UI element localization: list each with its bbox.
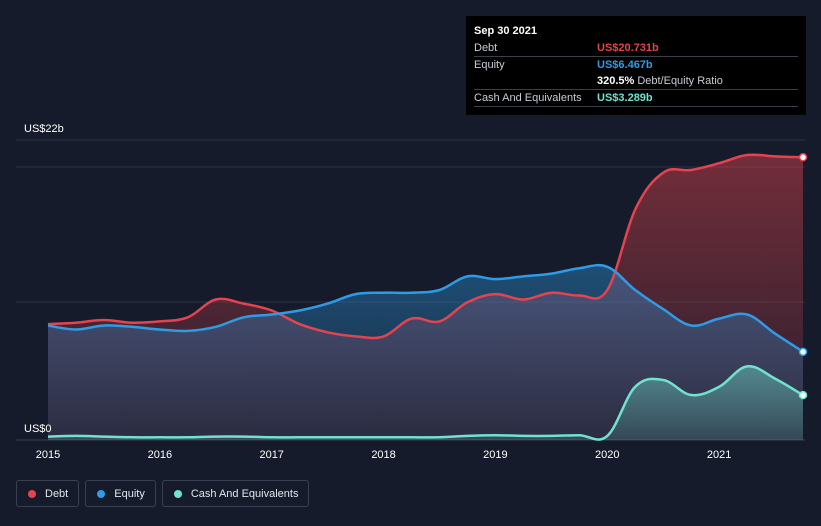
endpoint-cash — [798, 390, 808, 400]
area-equity — [48, 265, 803, 440]
y-axis-top-label: US$22b — [24, 123, 64, 135]
line-equity — [47, 263, 804, 353]
legend-item-cash[interactable]: Cash And Equivalents — [161, 480, 310, 507]
endpoint-debt — [798, 153, 808, 162]
legend-swatch-cash — [173, 489, 182, 498]
series-endpoints — [798, 153, 808, 400]
tooltip-value-debt: US$20.731b — [597, 42, 659, 54]
line-debt — [47, 153, 804, 340]
x-tick-label: 2019 — [483, 449, 507, 461]
line-cash — [47, 365, 804, 441]
legend-item-equity[interactable]: Equity — [85, 480, 156, 507]
x-tick-label: 2016 — [148, 449, 172, 461]
area-cash — [48, 366, 803, 440]
tooltip-date: Sep 30 2021 — [474, 25, 537, 37]
legend-swatch-equity — [97, 489, 106, 498]
series-areas — [48, 154, 803, 440]
tooltip-row-cash: Cash And Equivalents US$3.289b — [474, 89, 798, 106]
chart-legend: Debt Equity Cash And Equivalents — [16, 480, 310, 507]
tooltip-value-ratio: 320.5% — [597, 75, 635, 87]
x-tick-label: 2020 — [595, 449, 619, 461]
tooltip-label — [474, 73, 597, 89]
x-tick-label: 2021 — [707, 449, 731, 461]
tooltip-value-cash: US$3.289b — [597, 92, 653, 104]
y-axis-bottom-label: US$0 — [24, 423, 52, 435]
x-tick-label: 2018 — [371, 449, 395, 461]
tooltip-row-equity: Equity US$6.467b — [474, 56, 798, 73]
tooltip-label: Debt — [474, 42, 498, 54]
x-tick-label: 2017 — [259, 449, 283, 461]
x-axis-ticks: 2015 2016 2017 2018 2019 2020 2021 — [36, 449, 732, 461]
tooltip-ratio-caption: Debt/Equity Ratio — [637, 75, 723, 87]
tooltip-label: Cash And Equivalents — [474, 92, 582, 104]
tooltip-value-equity: US$6.467b — [597, 59, 653, 71]
series-lines — [47, 153, 804, 441]
legend-label-equity: Equity — [114, 487, 145, 500]
legend-label-debt: Debt — [45, 487, 69, 500]
tooltip-panel: Sep 30 2021 Debt US$20.731b Equity US$6.… — [466, 16, 806, 115]
legend-swatch-debt — [28, 489, 36, 498]
legend-item-debt[interactable]: Debt — [16, 480, 80, 507]
tooltip-bottom-rule — [474, 106, 798, 107]
tooltip-row-debt: Debt US$20.731b — [474, 40, 798, 56]
tooltip-label: Equity — [474, 59, 505, 71]
x-tick-label: 2015 — [36, 449, 60, 461]
legend-label-cash: Cash And Equivalents — [190, 487, 299, 500]
endpoint-equity — [798, 347, 808, 357]
tooltip-row-ratio: 320.5% Debt/Equity Ratio — [474, 73, 798, 89]
